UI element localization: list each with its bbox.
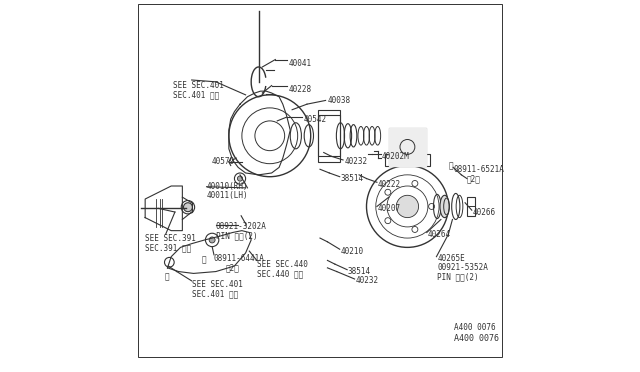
Text: 08911-6521A: 08911-6521A xyxy=(454,165,505,174)
Text: 40011(LH): 40011(LH) xyxy=(207,191,248,200)
Text: 40228: 40228 xyxy=(289,85,312,94)
Text: SEC.391 参照: SEC.391 参照 xyxy=(145,243,191,252)
Text: SEE SEC.401: SEE SEC.401 xyxy=(191,280,243,289)
Text: A400 0076: A400 0076 xyxy=(454,323,495,332)
Bar xyxy=(385,154,429,166)
Text: 40232: 40232 xyxy=(355,276,378,285)
Text: 40010(RH): 40010(RH) xyxy=(207,182,248,190)
Text: 40232: 40232 xyxy=(344,157,367,166)
Circle shape xyxy=(237,176,243,181)
Text: 40265E: 40265E xyxy=(437,254,465,263)
Circle shape xyxy=(209,237,215,243)
Text: 40038: 40038 xyxy=(328,96,351,105)
Text: 40202M: 40202M xyxy=(381,152,409,161)
Text: 40579: 40579 xyxy=(212,157,236,166)
Text: （2）: （2） xyxy=(225,263,239,272)
Text: 40210: 40210 xyxy=(340,247,364,256)
Text: 40542: 40542 xyxy=(303,115,326,124)
Text: 38514: 38514 xyxy=(348,267,371,276)
Text: SEE SEC.401: SEE SEC.401 xyxy=(173,81,224,90)
Text: SEC.401 参照: SEC.401 参照 xyxy=(173,90,220,99)
Circle shape xyxy=(396,195,419,218)
Text: 40222: 40222 xyxy=(378,180,401,189)
Text: PIN ピン(2): PIN ピン(2) xyxy=(216,232,257,241)
Text: 08921-3202A: 08921-3202A xyxy=(216,222,267,231)
Ellipse shape xyxy=(440,195,449,218)
Bar xyxy=(467,197,475,216)
Text: Ⓝ: Ⓝ xyxy=(202,255,206,264)
Bar xyxy=(318,115,340,156)
Text: 08911-6441A: 08911-6441A xyxy=(214,254,265,263)
Text: Ⓝ: Ⓝ xyxy=(164,273,169,282)
Text: SEE SEC.391: SEE SEC.391 xyxy=(145,234,196,243)
Text: SEC.401 参照: SEC.401 参照 xyxy=(191,289,238,298)
Text: 00921-5352A: 00921-5352A xyxy=(437,263,488,272)
Text: SEC.440 参照: SEC.440 参照 xyxy=(257,269,303,278)
Text: PIN ピン(2): PIN ピン(2) xyxy=(437,273,479,282)
Text: （2）: （2） xyxy=(467,174,481,183)
Polygon shape xyxy=(389,128,426,166)
Text: 40266: 40266 xyxy=(472,208,495,217)
Text: 40264: 40264 xyxy=(428,230,451,239)
Circle shape xyxy=(184,203,193,212)
Text: SEE SEC.440: SEE SEC.440 xyxy=(257,260,308,269)
Text: A400 0076: A400 0076 xyxy=(454,334,499,343)
Text: Ⓝ: Ⓝ xyxy=(449,161,454,170)
Bar xyxy=(318,110,340,162)
Text: 40041: 40041 xyxy=(289,59,312,68)
Text: 40207: 40207 xyxy=(378,204,401,213)
Bar xyxy=(389,128,426,166)
Text: 38514: 38514 xyxy=(340,174,364,183)
